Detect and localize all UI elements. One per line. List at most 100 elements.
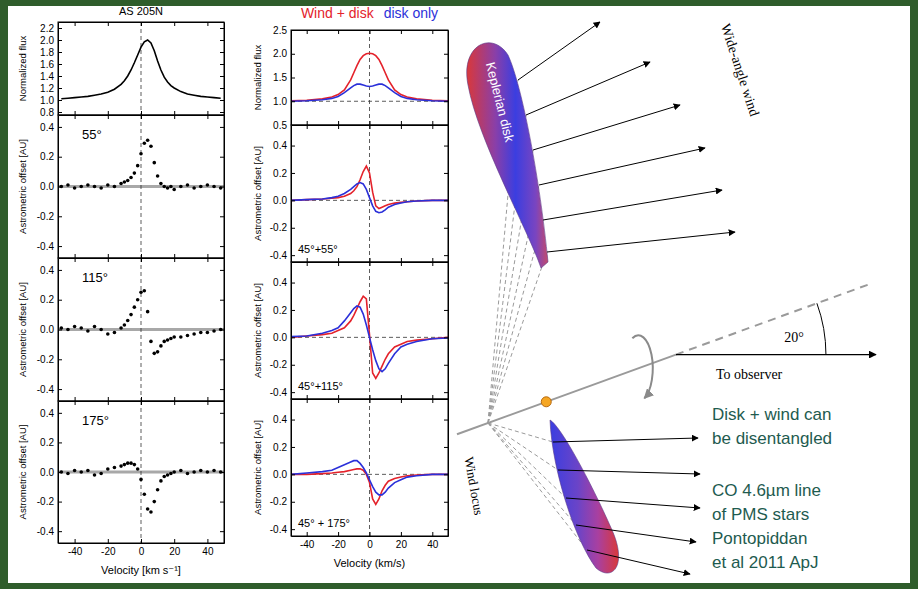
data-point — [212, 185, 216, 189]
tick-mark — [338, 30, 339, 34]
tick-label: 1.5 — [273, 72, 287, 83]
tick: 0.4 — [273, 414, 295, 425]
data-line — [61, 40, 220, 99]
axis-title: Velocity [km s⁻¹] — [101, 564, 181, 576]
tick — [444, 146, 448, 147]
tick-mark — [58, 112, 62, 113]
tick — [174, 258, 175, 262]
tick-mark — [220, 442, 224, 443]
tick: 0.0 — [273, 195, 295, 206]
tick: 0.4 — [40, 408, 62, 419]
tick — [444, 78, 448, 79]
tick-label: 0.4 — [40, 408, 54, 419]
tick-mark — [370, 30, 371, 34]
tick-mark — [220, 187, 224, 188]
tick-mark — [108, 254, 109, 258]
tick-mark — [141, 539, 142, 543]
data-point — [79, 470, 83, 474]
tick — [220, 389, 224, 390]
tick-mark — [444, 200, 448, 201]
tick-mark — [174, 539, 175, 543]
tick-mark — [220, 40, 224, 41]
tick-mark — [432, 395, 433, 399]
tick — [75, 397, 76, 401]
panel: 0.51.01.52.02.5Normalized fluxWind + dis… — [252, 5, 449, 131]
tick — [108, 401, 109, 405]
tick-mark — [444, 255, 448, 256]
tick-label: -40 — [300, 539, 315, 550]
tick — [444, 228, 448, 229]
wind-arrow — [558, 470, 700, 474]
inclination-label: 20° — [784, 330, 804, 345]
data-point — [159, 182, 163, 186]
tick — [370, 30, 371, 34]
tick-mark — [291, 420, 295, 421]
plot-area — [291, 399, 448, 536]
plot-frame — [291, 399, 448, 536]
tick-mark — [220, 100, 224, 101]
tick-mark — [58, 100, 62, 101]
tick-label: 0 — [139, 546, 145, 557]
wind-arrow — [547, 232, 735, 252]
tick-mark — [108, 401, 109, 405]
tick-mark — [220, 330, 224, 331]
tick-mark — [291, 255, 295, 256]
tick-label: -0.4 — [270, 524, 288, 535]
tick-mark — [291, 392, 295, 393]
data-point — [129, 176, 133, 180]
disk-lower — [550, 420, 619, 573]
tick-mark — [220, 76, 224, 77]
data-point — [126, 319, 130, 323]
tick-label: 0.0 — [273, 195, 287, 206]
panel: -0.4-0.20.00.20.4-40-2002040Astrometric … — [17, 401, 225, 576]
tick-mark — [220, 472, 224, 473]
tick-mark — [444, 392, 448, 393]
tick-mark — [75, 115, 76, 119]
panel: -0.4-0.20.00.20.4Astrometric offset [AU]… — [252, 125, 449, 263]
panel-annotation: 175° — [82, 413, 109, 428]
data-point — [192, 470, 196, 474]
tick — [220, 28, 224, 29]
slide: 0.81.01.21.41.61.82.02.2Normalized fluxA… — [0, 0, 918, 589]
tick-mark — [401, 30, 402, 34]
tick — [444, 529, 448, 530]
plot-data — [61, 22, 220, 115]
tick — [444, 101, 448, 102]
tick-mark — [174, 254, 175, 258]
tick: 1.2 — [40, 83, 62, 94]
system-axis — [457, 355, 676, 435]
plot-frame — [58, 115, 224, 258]
panel: 0.81.01.21.41.61.82.02.2Normalized fluxA… — [17, 5, 225, 118]
data-point — [126, 179, 130, 183]
tick-mark — [220, 157, 224, 158]
tick: -20 — [331, 532, 346, 550]
note-line: Pontopiddan — [712, 529, 807, 548]
data-point — [126, 461, 130, 465]
plot-frame — [58, 22, 224, 115]
data-point — [60, 326, 64, 330]
panel-annotation: 45° + 175° — [298, 517, 350, 529]
data-point — [99, 328, 103, 332]
data-point — [169, 185, 173, 189]
tick-mark — [444, 54, 448, 55]
tick-mark — [58, 413, 62, 414]
data-point — [113, 331, 117, 335]
tick-mark — [174, 397, 175, 401]
data-point — [139, 290, 143, 294]
tick-mark — [401, 399, 402, 403]
tick — [370, 395, 371, 399]
tick — [220, 157, 224, 158]
tick-mark — [444, 101, 448, 102]
tick-label: 0.0 — [273, 332, 287, 343]
tick — [401, 30, 402, 34]
plot-frame — [58, 258, 224, 401]
tick: 2.0 — [273, 48, 295, 59]
tick: 0.4 — [273, 277, 295, 288]
data-point — [133, 171, 137, 175]
tick — [444, 337, 448, 338]
data-point — [166, 186, 170, 190]
tick — [307, 258, 308, 262]
tick — [401, 262, 402, 266]
data-point — [73, 186, 77, 190]
tick — [220, 100, 224, 101]
